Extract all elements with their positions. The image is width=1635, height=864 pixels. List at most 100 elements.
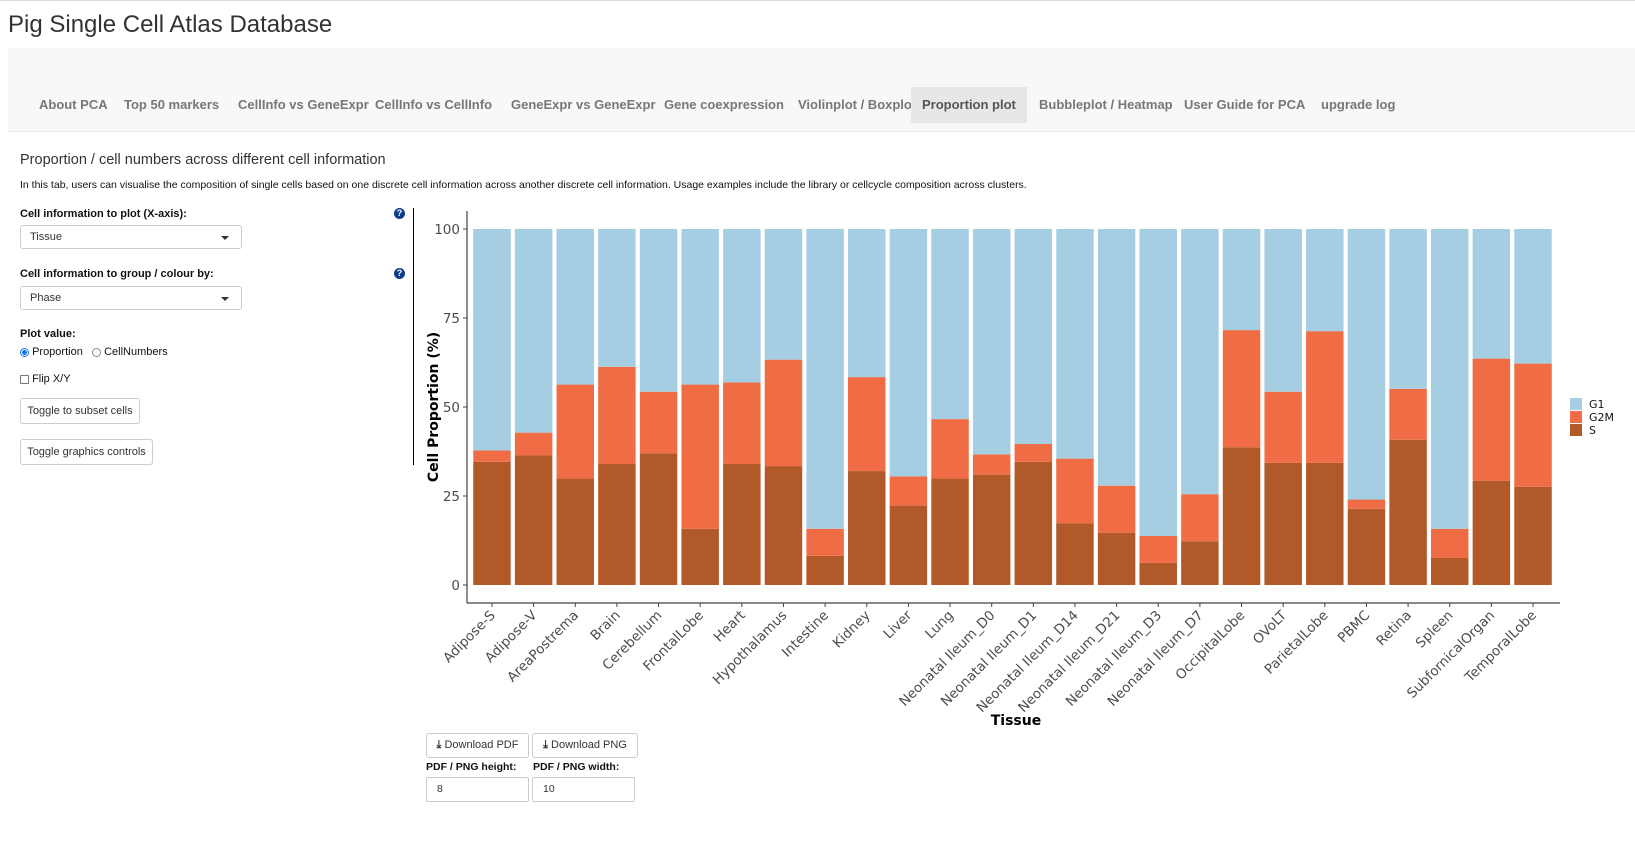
- x-tick-label: Hypothalamus: [710, 608, 791, 689]
- bar-g1-occipitallobe: [1222, 229, 1261, 331]
- bar-g1-retina: [1389, 229, 1427, 389]
- tab-violinplot-boxplot[interactable]: Violinplot / Boxplot: [798, 97, 917, 112]
- x-tick-label: Kidney: [830, 608, 874, 652]
- bar-g2m-retina: [1389, 388, 1427, 440]
- width-input[interactable]: 10: [532, 777, 635, 802]
- bar-g2m-neonatal-ileum-d0: [972, 454, 1011, 475]
- bar-g2m-subfornicalorgan: [1472, 358, 1511, 481]
- radio-proportion[interactable]: Proportion: [20, 346, 83, 358]
- bar-s-neonatal-ileum-d0: [972, 474, 1011, 585]
- x-axis-select[interactable]: Tissue: [20, 225, 242, 249]
- y-tick-label: 50: [443, 400, 460, 416]
- bar-s-neonatal-ileum-d21: [1097, 532, 1136, 585]
- tab-top-50-markers[interactable]: Top 50 markers: [124, 97, 220, 112]
- radio-cellnumbers-label: CellNumbers: [104, 346, 168, 358]
- bar-g2m-spleen: [1430, 528, 1469, 558]
- tab-cellinfo-vs-cellinfo[interactable]: CellInfo vs CellInfo: [375, 97, 493, 112]
- legend-swatch-g1: [1570, 398, 1582, 410]
- flip-xy-label: Flip X/Y: [32, 373, 71, 385]
- bar-g1-adipose-v: [514, 229, 553, 433]
- bar-g2m-kidney: [848, 377, 886, 472]
- bar-g1-neonatal-ileum-d21: [1097, 229, 1136, 486]
- bar-g1-parietallobe: [1306, 229, 1344, 332]
- bar-g2m-lung: [931, 419, 969, 479]
- question-circle-icon[interactable]: ?: [394, 208, 405, 219]
- bar-g2m-occipitallobe: [1222, 330, 1261, 448]
- bar-s-pbmc: [1347, 508, 1386, 585]
- height-label: PDF / PNG height:: [426, 761, 517, 773]
- tab-upgrade-log[interactable]: upgrade log: [1321, 97, 1396, 112]
- bar-g1-pbmc: [1347, 229, 1386, 500]
- download-icon: ⤓: [543, 739, 548, 751]
- group-label: Cell information to group / colour by:: [20, 268, 214, 280]
- bar-s-subfornicalorgan: [1472, 480, 1511, 585]
- bar-s-parietallobe: [1306, 462, 1344, 585]
- bar-g2m-temporallobe: [1514, 363, 1552, 487]
- tab-geneexpr-vs-geneexpr[interactable]: GeneExpr vs GeneExpr: [511, 97, 656, 112]
- bar-s-adipose-v: [514, 455, 553, 585]
- question-circle-icon[interactable]: ?: [394, 268, 405, 279]
- x-axis-select-value: Tissue: [30, 231, 62, 243]
- bar-s-intestine: [806, 555, 844, 585]
- download-pdf-button[interactable]: ⤓ Download PDF: [426, 733, 529, 758]
- y-tick-label: 25: [443, 489, 460, 505]
- width-label: PDF / PNG width:: [533, 761, 620, 773]
- bar-g1-kidney: [848, 229, 886, 378]
- radio-cellnumbers[interactable]: CellNumbers: [92, 346, 168, 358]
- section-description: In this tab, users can visualise the com…: [20, 179, 1027, 191]
- bar-g1-intestine: [806, 229, 844, 529]
- caret-down-icon: [221, 297, 229, 301]
- toggle-subset-button[interactable]: Toggle to subset cells: [20, 398, 140, 424]
- bar-g1-neonatal-ileum-d7: [1181, 229, 1219, 495]
- download-png-button[interactable]: ⤓ Download PNG: [532, 733, 638, 758]
- legend-swatch-g2m: [1570, 411, 1582, 423]
- tab-user-guide-for-pca[interactable]: User Guide for PCA: [1184, 97, 1306, 112]
- bar-s-frontallobe: [681, 528, 719, 585]
- legend-label-g1: G1: [1589, 398, 1605, 411]
- tab-cellinfo-vs-geneexpr[interactable]: CellInfo vs GeneExpr: [238, 97, 369, 112]
- tab-gene-coexpression[interactable]: Gene coexpression: [664, 97, 784, 112]
- bar-s-ovolt: [1264, 462, 1302, 585]
- flip-xy-checkbox[interactable]: Flip X/Y: [20, 373, 71, 385]
- legend-swatch-s: [1570, 424, 1582, 436]
- y-tick-label: 100: [434, 222, 460, 238]
- bar-s-brain: [598, 463, 636, 585]
- bar-g1-heart: [723, 229, 761, 383]
- group-select[interactable]: Phase: [20, 286, 242, 310]
- bar-s-heart: [723, 463, 761, 585]
- bar-g1-lung: [931, 229, 969, 420]
- bar-g2m-neonatal-ileum-d14: [1056, 458, 1094, 524]
- bar-g1-areapostrema: [556, 229, 595, 385]
- bars-group: [473, 229, 1552, 585]
- x-tick-label: AreaPostrema: [504, 608, 582, 686]
- bar-g2m-cerebellum: [639, 391, 678, 454]
- bar-g2m-brain: [598, 366, 636, 464]
- legend-label-s: S: [1589, 424, 1596, 437]
- radio-button-unchecked[interactable]: [92, 347, 101, 357]
- x-tick-label: TemporalLobe: [1461, 608, 1540, 687]
- toggle-graphics-button[interactable]: Toggle graphics controls: [20, 439, 153, 465]
- bar-g2m-frontallobe: [681, 384, 719, 529]
- bar-g2m-areapostrema: [556, 384, 595, 479]
- bar-s-cerebellum: [639, 453, 678, 585]
- height-input[interactable]: 8: [426, 777, 529, 802]
- bar-g2m-adipose-v: [514, 432, 553, 456]
- bar-g2m-pbmc: [1347, 499, 1386, 509]
- x-tick-label: Lung: [922, 608, 957, 643]
- bar-g1-cerebellum: [639, 229, 678, 392]
- bar-g1-temporallobe: [1514, 229, 1552, 364]
- bar-g1-adipose-s: [473, 229, 511, 451]
- bar-g1-subfornicalorgan: [1472, 229, 1511, 359]
- bar-g2m-liver: [889, 476, 928, 506]
- radio-button-checked[interactable]: [20, 347, 29, 357]
- tab-about-pca[interactable]: About PCA: [39, 97, 108, 112]
- checkbox[interactable]: [20, 374, 29, 384]
- download-icon: ⤓: [436, 739, 442, 751]
- y-tick-label: 75: [443, 311, 460, 327]
- tab-proportion-plot[interactable]: Proportion plot: [911, 87, 1027, 123]
- tab-bubbleplot-heatmap[interactable]: Bubbleplot / Heatmap: [1039, 97, 1173, 112]
- bar-g2m-neonatal-ileum-d3: [1139, 535, 1177, 563]
